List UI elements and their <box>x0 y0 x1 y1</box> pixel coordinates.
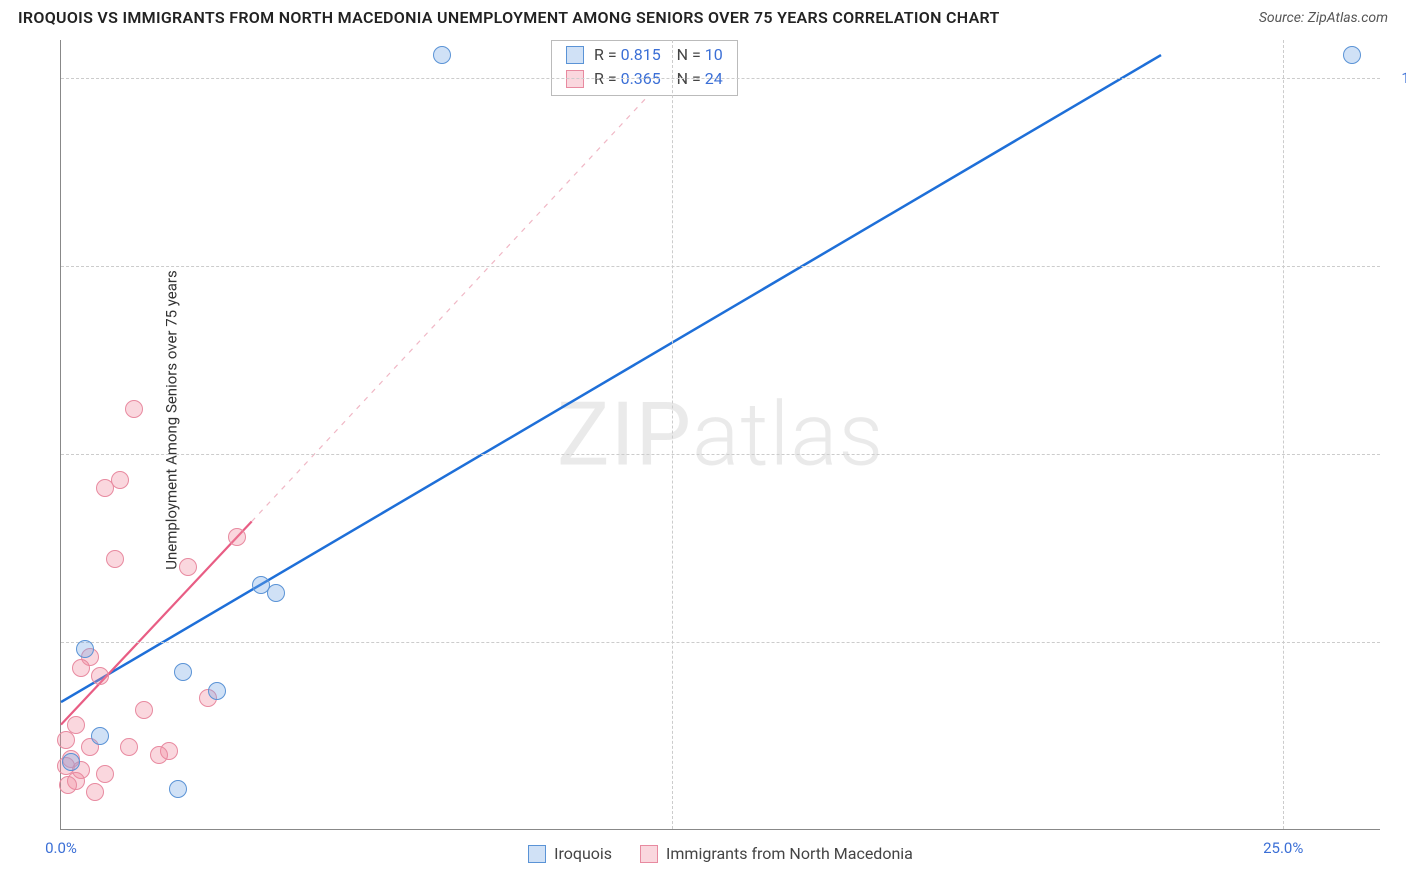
trendline <box>61 55 1161 702</box>
data-point <box>76 640 94 658</box>
gridline-v <box>1283 40 1284 829</box>
series-legend-item: Immigrants from North Macedonia <box>640 844 913 863</box>
gridline-v <box>672 40 673 829</box>
data-point <box>86 783 104 801</box>
y-tick-label: 25.0% <box>1390 633 1406 651</box>
data-point <box>72 659 90 677</box>
legend-text: R = 0.365 N = 24 <box>594 67 723 91</box>
trendlines-layer <box>61 40 1380 829</box>
data-point <box>91 727 109 745</box>
data-point <box>433 46 451 64</box>
data-point <box>174 663 192 681</box>
data-point <box>179 558 197 576</box>
title-bar: IROQUOIS VS IMMIGRANTS FROM NORTH MACEDO… <box>18 8 1388 27</box>
data-point <box>208 682 226 700</box>
data-point <box>106 550 124 568</box>
gridline-h <box>61 642 1380 643</box>
x-tick-label: 25.0% <box>1263 839 1303 857</box>
data-point <box>267 584 285 602</box>
y-tick-label: 50.0% <box>1390 445 1406 463</box>
data-point <box>150 746 168 764</box>
series-legend-label: Iroquois <box>554 844 612 863</box>
data-point <box>91 667 109 685</box>
chart-title: IROQUOIS VS IMMIGRANTS FROM NORTH MACEDO… <box>18 8 1000 27</box>
legend-swatch <box>566 70 584 88</box>
data-point <box>135 701 153 719</box>
y-tick-label: 100.0% <box>1390 69 1406 87</box>
source-label: Source: ZipAtlas.com <box>1259 10 1388 26</box>
data-point <box>57 731 75 749</box>
x-tick-label: 0.0% <box>45 839 77 857</box>
data-point <box>120 738 138 756</box>
legend-text: R = 0.815 N = 10 <box>594 43 723 67</box>
data-point <box>96 765 114 783</box>
data-point <box>125 400 143 418</box>
series-legend-item: Iroquois <box>528 844 612 863</box>
legend-swatch <box>640 845 658 863</box>
data-point <box>228 528 246 546</box>
gridline-h <box>61 78 1380 79</box>
y-tick-label: 75.0% <box>1390 257 1406 275</box>
scatter-plot: ZIPatlas R = 0.815 N = 10R = 0.365 N = 2… <box>60 40 1380 830</box>
correlation-legend: R = 0.815 N = 10R = 0.365 N = 24 <box>551 40 738 96</box>
series-legend: Iroquois Immigrants from North Macedonia <box>61 844 1380 863</box>
data-point <box>96 479 114 497</box>
legend-row: R = 0.815 N = 10 <box>566 43 723 67</box>
legend-swatch <box>528 845 546 863</box>
legend-row: R = 0.365 N = 24 <box>566 67 723 91</box>
gridline-h <box>61 454 1380 455</box>
data-point <box>169 780 187 798</box>
legend-swatch <box>566 46 584 64</box>
series-legend-label: Immigrants from North Macedonia <box>666 844 913 863</box>
data-point <box>62 753 80 771</box>
data-point <box>1343 46 1361 64</box>
data-point <box>59 776 77 794</box>
gridline-h <box>61 266 1380 267</box>
